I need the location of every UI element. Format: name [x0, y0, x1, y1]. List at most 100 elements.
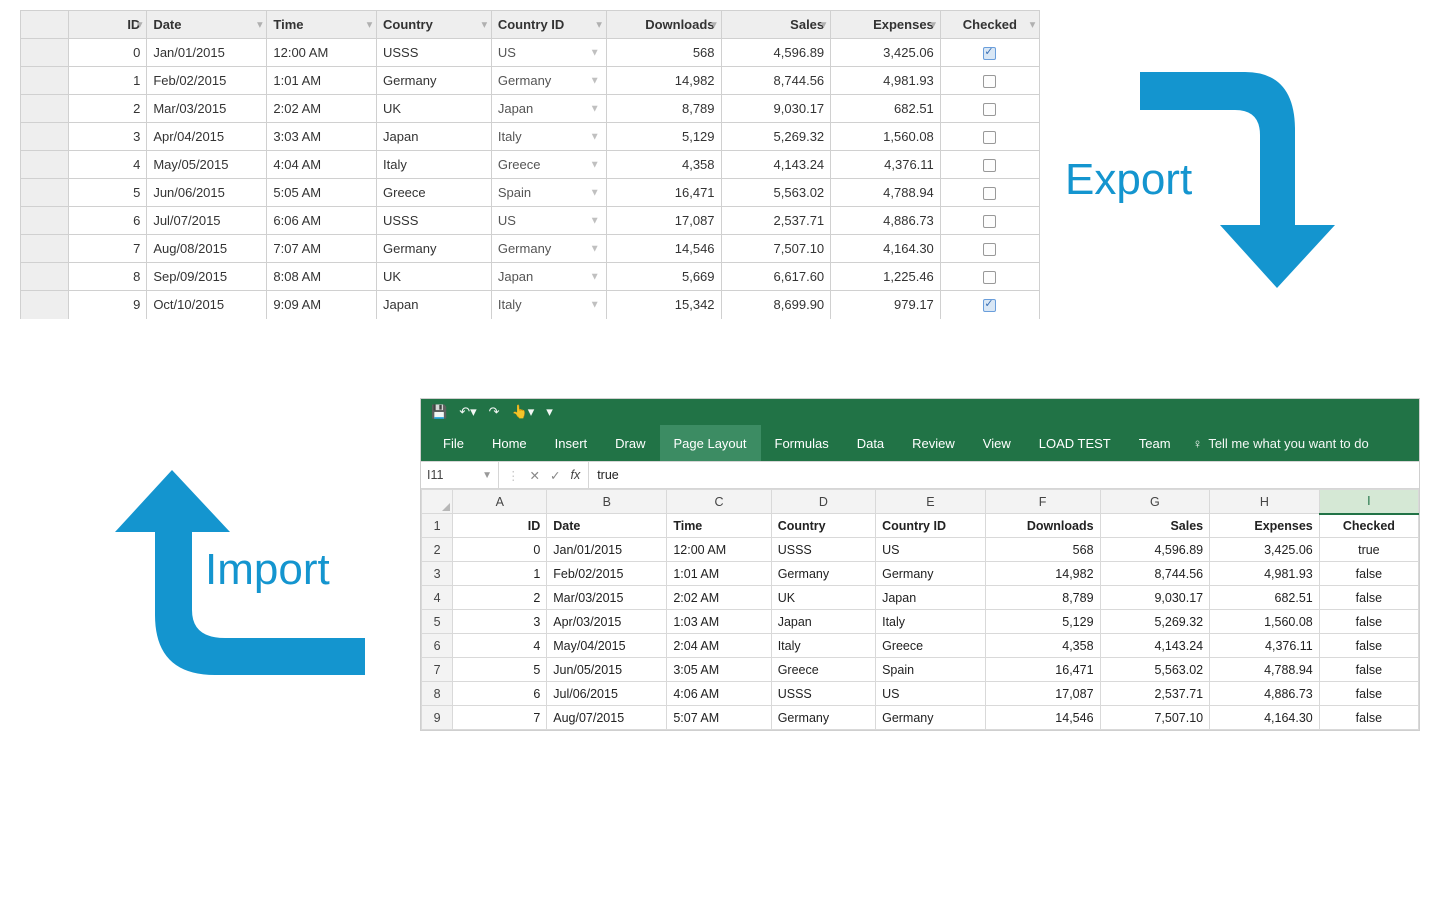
tab-home[interactable]: Home: [478, 425, 541, 461]
cell-time[interactable]: 5:07 AM: [667, 706, 771, 730]
cell-expenses[interactable]: 4,376.11: [831, 151, 941, 179]
row-header[interactable]: 9: [422, 706, 453, 730]
row-header[interactable]: 5: [422, 610, 453, 634]
col-date[interactable]: Date▾: [147, 11, 267, 39]
cell-downloads[interactable]: 14,546: [985, 706, 1100, 730]
table-row[interactable]: 0Jan/01/201512:00 AMUSSSUS▼5684,596.893,…: [21, 39, 1040, 67]
row-header[interactable]: 6: [422, 634, 453, 658]
cell-expenses[interactable]: 1,225.46: [831, 263, 941, 291]
filter-icon[interactable]: ▾: [482, 19, 487, 30]
hdr-country[interactable]: Country: [771, 514, 875, 538]
cell-id[interactable]: 2: [69, 95, 147, 123]
cell-country-id-dropdown[interactable]: Spain▼: [491, 179, 606, 207]
cell-sales[interactable]: 9,030.17: [721, 95, 831, 123]
confirm-icon[interactable]: ✓: [550, 468, 560, 483]
table-row[interactable]: 6Jul/07/20156:06 AMUSSSUS▼17,0872,537.71…: [21, 207, 1040, 235]
cell-country-id[interactable]: Japan: [876, 586, 986, 610]
cell-country[interactable]: Greece: [377, 179, 492, 207]
checkbox-icon[interactable]: [983, 75, 996, 88]
cell-checked[interactable]: [940, 179, 1039, 207]
table-row[interactable]: 7Aug/08/20157:07 AMGermanyGermany▼14,546…: [21, 235, 1040, 263]
filter-icon[interactable]: ▾: [257, 19, 262, 30]
cell-id[interactable]: 1: [69, 67, 147, 95]
cell-country-id-dropdown[interactable]: Italy▼: [491, 123, 606, 151]
filter-icon[interactable]: ▾: [712, 19, 717, 30]
cell-downloads[interactable]: 4,358: [985, 634, 1100, 658]
excel-row[interactable]: 20Jan/01/201512:00 AMUSSSUS5684,596.893,…: [422, 538, 1419, 562]
row-header[interactable]: 1: [422, 514, 453, 538]
data-grid[interactable]: ID▾ Date▾ Time▾ Country▾ Country ID▾ Dow…: [20, 10, 1040, 319]
checkbox-icon[interactable]: [983, 131, 996, 144]
col-header-H[interactable]: H: [1210, 490, 1320, 514]
cell-expenses[interactable]: 4,376.11: [1210, 634, 1320, 658]
cell-time[interactable]: 1:03 AM: [667, 610, 771, 634]
cell-expenses[interactable]: 1,560.08: [1210, 610, 1320, 634]
checkbox-icon[interactable]: [983, 103, 996, 116]
cell-id[interactable]: 5: [69, 179, 147, 207]
cell-country[interactable]: Italy: [377, 151, 492, 179]
cell-id[interactable]: 7: [69, 235, 147, 263]
cell-checked[interactable]: false: [1319, 562, 1418, 586]
cell-date[interactable]: Mar/03/2015: [547, 586, 667, 610]
tab-data[interactable]: Data: [843, 425, 898, 461]
filter-icon[interactable]: ▾: [931, 19, 936, 30]
cell-id[interactable]: 6: [453, 682, 547, 706]
cell-expenses[interactable]: 4,164.30: [1210, 706, 1320, 730]
customize-qat-icon[interactable]: ▾: [546, 404, 553, 420]
cell-country[interactable]: Italy: [771, 634, 875, 658]
cell-id[interactable]: 5: [453, 658, 547, 682]
cell-sales[interactable]: 5,269.32: [1100, 610, 1210, 634]
col-header-E[interactable]: E: [876, 490, 986, 514]
checkbox-icon[interactable]: [983, 271, 996, 284]
save-icon[interactable]: 💾: [431, 404, 447, 420]
cell-sales[interactable]: 9,030.17: [1100, 586, 1210, 610]
cell-country-id[interactable]: Germany: [876, 706, 986, 730]
cancel-icon[interactable]: ⋮: [507, 468, 520, 483]
cell-sales[interactable]: 2,537.71: [1100, 682, 1210, 706]
cell-downloads[interactable]: 14,546: [606, 235, 721, 263]
cell-country-id-dropdown[interactable]: Italy▼: [491, 291, 606, 319]
cell-country[interactable]: Japan: [377, 123, 492, 151]
cell-time[interactable]: 6:06 AM: [267, 207, 377, 235]
cell-date[interactable]: Feb/02/2015: [547, 562, 667, 586]
cell-expenses[interactable]: 682.51: [831, 95, 941, 123]
cell-sales[interactable]: 8,744.56: [1100, 562, 1210, 586]
col-header-D[interactable]: D: [771, 490, 875, 514]
cell-sales[interactable]: 7,507.10: [721, 235, 831, 263]
cell-checked[interactable]: [940, 235, 1039, 263]
checkbox-icon[interactable]: [983, 243, 996, 256]
cell-checked[interactable]: [940, 95, 1039, 123]
chevron-down-icon[interactable]: ▼: [590, 243, 600, 254]
cell-country-id[interactable]: Italy: [876, 610, 986, 634]
cell-country-id[interactable]: US: [876, 538, 986, 562]
cell-country-id[interactable]: Greece: [876, 634, 986, 658]
cell-downloads[interactable]: 568: [606, 39, 721, 67]
cell-sales[interactable]: 4,596.89: [721, 39, 831, 67]
cell-date[interactable]: Mar/03/2015: [147, 95, 267, 123]
tab-formulas[interactable]: Formulas: [761, 425, 843, 461]
col-checked[interactable]: Checked▾: [940, 11, 1039, 39]
col-sales[interactable]: Sales▾: [721, 11, 831, 39]
chevron-down-icon[interactable]: ▼: [590, 299, 600, 310]
cell-date[interactable]: Aug/07/2015: [547, 706, 667, 730]
cell-sales[interactable]: 2,537.71: [721, 207, 831, 235]
hdr-expenses[interactable]: Expenses: [1210, 514, 1320, 538]
formula-input[interactable]: true: [589, 462, 1419, 488]
cell-country[interactable]: Japan: [377, 291, 492, 319]
cell-time[interactable]: 5:05 AM: [267, 179, 377, 207]
chevron-down-icon[interactable]: ▼: [482, 470, 492, 481]
cell-country-id[interactable]: Spain: [876, 658, 986, 682]
tab-review[interactable]: Review: [898, 425, 969, 461]
cell-date[interactable]: Aug/08/2015: [147, 235, 267, 263]
cancel-icon[interactable]: ✕: [530, 468, 540, 483]
cell-id[interactable]: 0: [69, 39, 147, 67]
cell-checked[interactable]: false: [1319, 706, 1418, 730]
cell-country[interactable]: UK: [771, 586, 875, 610]
cell-downloads[interactable]: 8,789: [606, 95, 721, 123]
cell-date[interactable]: Jan/01/2015: [547, 538, 667, 562]
cell-sales[interactable]: 5,563.02: [721, 179, 831, 207]
cell-sales[interactable]: 4,596.89: [1100, 538, 1210, 562]
cell-date[interactable]: Jun/06/2015: [147, 179, 267, 207]
col-header-I[interactable]: I: [1319, 490, 1418, 514]
cell-date[interactable]: Sep/09/2015: [147, 263, 267, 291]
